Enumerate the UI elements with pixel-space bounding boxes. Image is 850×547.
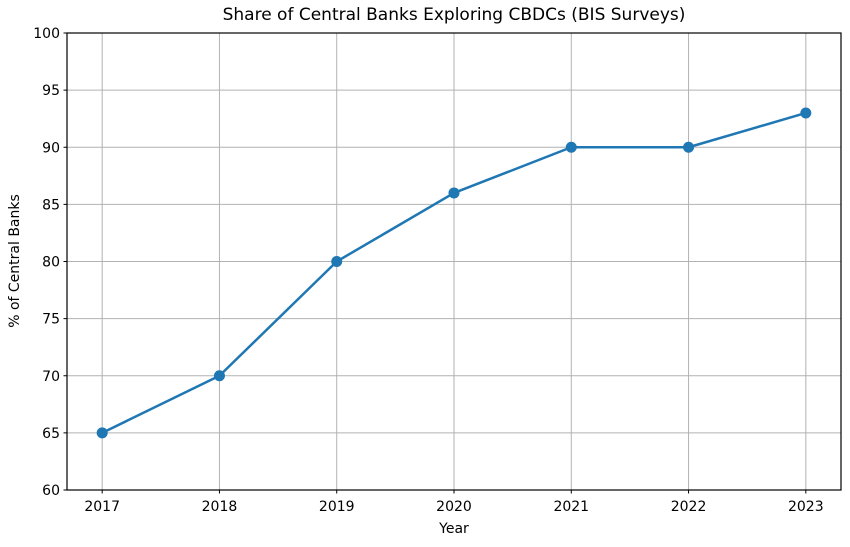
data-point <box>331 256 343 267</box>
data-point <box>565 141 577 153</box>
x-tick-label: 2021 <box>553 499 589 515</box>
y-tick-label: 80 <box>42 255 60 271</box>
x-axis-label: Year <box>439 521 469 537</box>
y-tick-label: 60 <box>42 483 60 499</box>
data-point <box>213 370 225 382</box>
y-tick-label: 75 <box>42 312 60 328</box>
data-point <box>800 107 812 119</box>
y-tick-label: 100 <box>33 26 60 42</box>
y-tick-label: 85 <box>42 197 60 213</box>
data-point <box>96 427 108 439</box>
data-point <box>683 141 695 153</box>
x-tick-label: 2023 <box>788 499 824 515</box>
x-tick-label: 2018 <box>202 499 238 515</box>
y-tick-label: 90 <box>42 140 60 156</box>
y-tick-label: 95 <box>42 83 60 99</box>
y-tick-label: 65 <box>42 426 60 442</box>
x-tick-label: 2020 <box>436 499 472 515</box>
x-tick-label: 2017 <box>84 499 120 515</box>
chart-title: Share of Central Banks Exploring CBDCs (… <box>222 5 686 25</box>
y-tick-label: 70 <box>42 369 60 385</box>
x-tick-label: 2022 <box>671 499 707 515</box>
data-point <box>448 187 460 199</box>
x-tick-label: 2019 <box>319 499 355 515</box>
